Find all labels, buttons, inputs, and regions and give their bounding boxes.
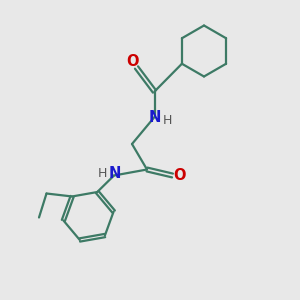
Text: H: H xyxy=(98,167,107,180)
Text: N: N xyxy=(149,110,161,124)
Text: N: N xyxy=(108,166,121,181)
Text: O: O xyxy=(127,54,139,69)
Text: O: O xyxy=(173,168,185,183)
Text: H: H xyxy=(162,113,172,127)
